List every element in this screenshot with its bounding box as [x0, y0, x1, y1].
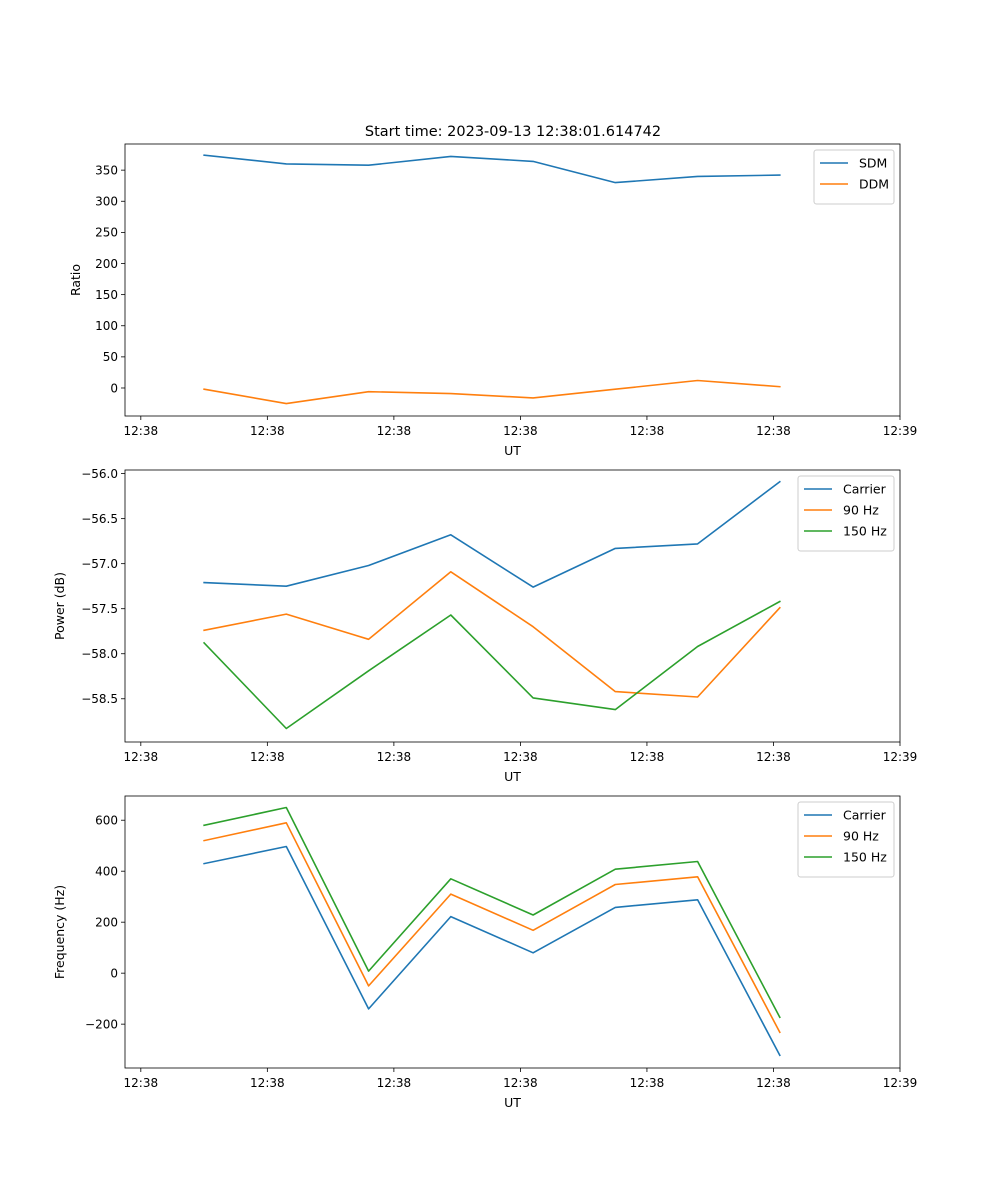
- x-tick-label: 12:39: [883, 424, 918, 438]
- x-tick-label: 12:38: [124, 1076, 159, 1090]
- legend: Carrier 90 Hz 150 Hz: [797, 801, 895, 878]
- y-tick-label: 50: [103, 350, 118, 364]
- y-tick-label: 200: [95, 915, 118, 929]
- x-tick-label: 12:38: [756, 750, 791, 764]
- x-tick-label: 12:38: [756, 1076, 791, 1090]
- legend-label: SDM: [859, 156, 887, 171]
- y-tick-label: 300: [95, 195, 118, 209]
- series-line-150-hz: [203, 806, 781, 1019]
- series-line-carrier: [203, 480, 781, 588]
- legend-label: Carrier: [843, 808, 887, 823]
- figure-title: Start time: 2023-09-13 12:38:01.614742: [365, 124, 661, 140]
- axes-frame: [124, 469, 901, 743]
- x-tick-label: 12:38: [250, 424, 285, 438]
- legend: Carrier 90 Hz 150 Hz: [797, 475, 895, 552]
- series-line-90-hz: [203, 570, 781, 698]
- x-tick-label: 12:38: [377, 424, 412, 438]
- x-tick-label: 12:39: [883, 750, 918, 764]
- subplot-1: 12:38 12:38 12:38 12:38 12:38 12:38 12:39 0 50 10…: [68, 143, 918, 458]
- series-line-150-hz: [202, 600, 781, 730]
- y-tick-label: 0: [110, 381, 118, 395]
- y-tick-label: −56.0: [81, 467, 118, 481]
- series-line-carrier: [203, 845, 781, 1057]
- y-tick-label: −58.5: [81, 692, 118, 706]
- x-axis-label: UT: [504, 769, 521, 784]
- x-tick-label: 12:38: [377, 750, 412, 764]
- legend-label: 150 Hz: [843, 524, 887, 539]
- series-line-ddm: [203, 379, 781, 405]
- series-line-90-hz: [203, 821, 781, 1034]
- legend-label: 90 Hz: [843, 503, 879, 518]
- x-axis-label: UT: [504, 1095, 521, 1110]
- x-tick-label: 12:38: [250, 750, 285, 764]
- x-tick-label: 12:38: [124, 424, 159, 438]
- x-tick-label: 12:39: [883, 1076, 918, 1090]
- y-tick-label: −200: [85, 1017, 118, 1031]
- x-tick-label: 12:38: [124, 750, 159, 764]
- x-tick-label: 12:38: [503, 750, 538, 764]
- subplot-3: 12:38 12:38 12:38 12:38 12:38 12:38 12:39 −200 0…: [52, 795, 918, 1110]
- x-tick-label: 12:38: [377, 1076, 412, 1090]
- legend-label: Carrier: [843, 482, 887, 497]
- y-axis-label: Frequency (Hz): [52, 885, 67, 979]
- y-tick-label: −57.5: [81, 602, 118, 616]
- legend-label: 90 Hz: [843, 829, 879, 844]
- y-tick-label: 350: [95, 163, 118, 177]
- y-tick-label: −56.5: [81, 512, 118, 526]
- x-tick-label: 12:38: [756, 424, 791, 438]
- series-line-sdm: [203, 154, 781, 184]
- y-axis-label: Ratio: [68, 264, 83, 296]
- y-tick-label: 400: [95, 865, 118, 879]
- y-tick-label: 200: [95, 257, 118, 271]
- y-tick-label: −58.0: [81, 647, 118, 661]
- x-tick-label: 12:38: [630, 1076, 665, 1090]
- x-tick-label: 12:38: [503, 1076, 538, 1090]
- y-tick-label: 0: [110, 966, 118, 980]
- subplot-2: 12:38 12:38 12:38 12:38 12:38 12:38 12:39 −58.5…: [52, 467, 917, 784]
- legend-label: 150 Hz: [843, 850, 887, 865]
- legend: SDM DDM: [813, 149, 895, 205]
- x-tick-label: 12:38: [503, 424, 538, 438]
- legend-box: [797, 475, 895, 552]
- y-tick-label: 600: [95, 814, 118, 828]
- y-tick-label: 150: [95, 288, 118, 302]
- axes-frame: [124, 143, 901, 417]
- axes-frame: [124, 795, 901, 1069]
- x-tick-label: 12:38: [630, 750, 665, 764]
- y-tick-label: 100: [95, 319, 118, 333]
- y-tick-label: −57.0: [81, 557, 118, 571]
- legend-label: DDM: [859, 177, 889, 192]
- x-tick-label: 12:38: [250, 1076, 285, 1090]
- legend-box: [797, 801, 895, 878]
- x-axis-label: UT: [504, 443, 521, 458]
- x-tick-label: 12:38: [630, 424, 665, 438]
- y-axis-label: Power (dB): [52, 572, 67, 640]
- y-tick-label: 250: [95, 226, 118, 240]
